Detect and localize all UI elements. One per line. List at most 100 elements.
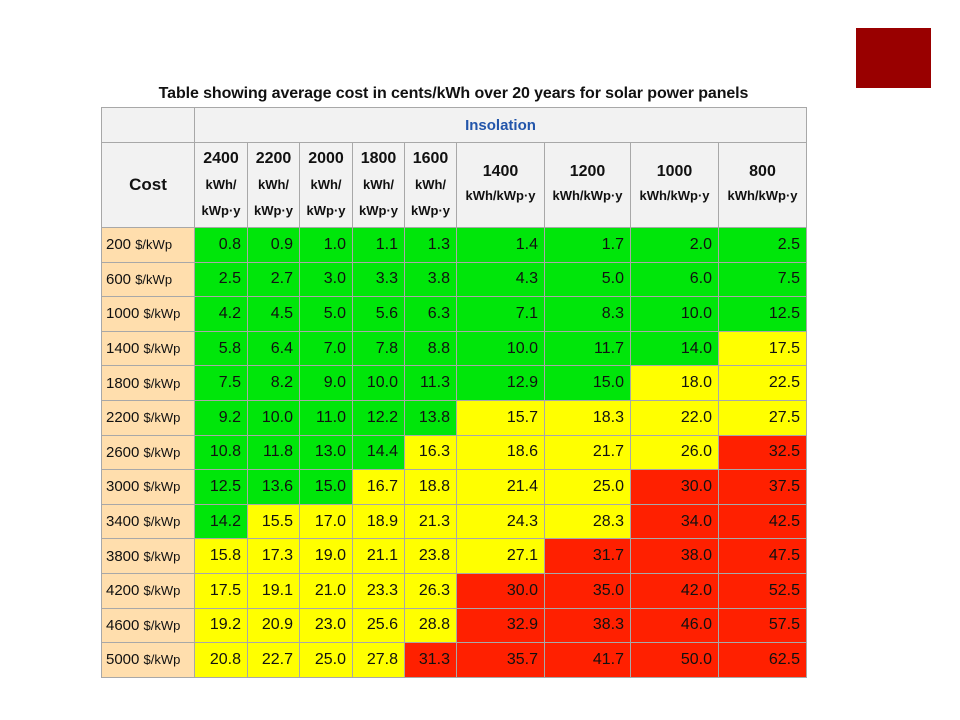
- table-cell: 10.0: [247, 399, 300, 436]
- table-cell: 16.7: [352, 469, 405, 505]
- column-header-2000: 2000 kWh/ kWp·y: [299, 142, 353, 228]
- table-cell: 26.0: [630, 434, 719, 471]
- table-cell: 14.2: [194, 503, 248, 540]
- cost-value: 3000: [106, 478, 140, 496]
- table-cell: 38.0: [630, 538, 719, 574]
- table-cell: 30.0: [630, 469, 719, 505]
- table-cell: 23.3: [352, 572, 405, 609]
- column-unit: kWh/: [310, 177, 342, 192]
- table-caption: Table showing average cost in cents/kWh …: [158, 85, 749, 102]
- table-cell: 3.0: [299, 261, 353, 298]
- cost-value: 1000: [106, 305, 140, 323]
- cost-value: 200: [106, 236, 132, 254]
- table-body: 200 $/kWp 0.8 0.9 1.0 1.1 1.3 1.4 1.7 2.0 2.5 600 …: [101, 227, 807, 678]
- table-cell: 15.7: [456, 399, 545, 436]
- table-cell: 1.7: [544, 227, 631, 263]
- table-cell: 22.7: [247, 642, 300, 678]
- cost-unit: $/kWp: [143, 375, 181, 391]
- column-unit: kWh/: [414, 177, 447, 192]
- column-unit: kWh/: [362, 177, 395, 192]
- table-cell: 2.5: [194, 261, 248, 298]
- table-cell: 2.5: [718, 227, 807, 263]
- table-cell: 27.5: [718, 399, 807, 436]
- cost-value: 2200: [106, 409, 140, 427]
- table-cell: 21.4: [456, 469, 545, 505]
- cost-value: 4600: [106, 616, 140, 634]
- column-unit: kWh/kWp·y: [639, 188, 710, 203]
- table-row: 1400 $/kWp 5.8 6.4 7.0 7.8 8.8 10.0 11.7 14.0 17.…: [101, 330, 807, 367]
- table-cell: 2.0: [630, 227, 719, 263]
- row-header-cost: 600 $/kWp: [101, 261, 195, 298]
- row-header-cost: 3400 $/kWp: [101, 503, 195, 540]
- table-cell: 14.4: [352, 434, 405, 471]
- table-cell: 4.3: [456, 261, 545, 298]
- column-value: 1400: [482, 163, 519, 180]
- table-row: 200 $/kWp 0.8 0.9 1.0 1.1 1.3 1.4 1.7 2.0 2.5: [101, 227, 807, 263]
- table-cell: 31.3: [404, 642, 457, 678]
- table-cell: 11.0: [299, 399, 353, 436]
- table-cell: 10.8: [194, 434, 248, 471]
- table-cell: 12.9: [456, 365, 545, 401]
- table-cell: 15.0: [544, 365, 631, 401]
- table-cell: 3.8: [404, 261, 457, 298]
- column-header-row: Cost 2400 kWh/ kWp·y 2200 kWh/ kWp·y 200…: [101, 142, 807, 228]
- table-cell: 34.0: [630, 503, 719, 540]
- cost-value: 1400: [106, 340, 140, 358]
- table-cell: 0.9: [247, 227, 300, 263]
- cost-unit: $/kWp: [143, 652, 181, 668]
- table-row: 600 $/kWp 2.5 2.7 3.0 3.3 3.8 4.3 5.0 6.0 7.5: [101, 261, 807, 298]
- column-unit: kWh/kWp·y: [552, 188, 623, 203]
- cost-unit: $/kWp: [143, 306, 181, 322]
- table-cell: 5.0: [544, 261, 631, 298]
- table-cell: 7.5: [194, 365, 248, 401]
- table-row: 3800 $/kWp 15.8 17.3 19.0 21.1 23.8 27.1 31.7 38…: [101, 538, 807, 574]
- cost-value: 600: [106, 270, 132, 288]
- column-header-800: 800 kWh/kWp·y: [718, 142, 807, 228]
- table-cell: 35.0: [544, 572, 631, 609]
- table-cell: 27.1: [456, 538, 545, 574]
- table-cell: 27.8: [352, 642, 405, 678]
- cost-value: 3400: [106, 513, 140, 531]
- table-cell: 6.0: [630, 261, 719, 298]
- table-cell: 20.8: [194, 642, 248, 678]
- table-cell: 19.1: [247, 572, 300, 609]
- table-cell: 21.3: [404, 503, 457, 540]
- table-row: 3000 $/kWp 12.5 13.6 15.0 16.7 18.8 21.4 25.0 30…: [101, 469, 807, 505]
- table-cell: 25.0: [299, 642, 353, 678]
- table-cell: 42.0: [630, 572, 719, 609]
- row-header-cost: 2200 $/kWp: [101, 399, 195, 436]
- table-cell: 7.1: [456, 296, 545, 332]
- corner-cell: [101, 107, 195, 143]
- table-cell: 21.7: [544, 434, 631, 471]
- table-cell: 22.5: [718, 365, 807, 401]
- table-cell: 52.5: [718, 572, 807, 609]
- table-cell: 32.9: [456, 607, 545, 644]
- decorative-red-square: [856, 28, 931, 88]
- column-header-1000: 1000 kWh/kWp·y: [630, 142, 719, 228]
- column-header-1200: 1200 kWh/kWp·y: [544, 142, 631, 228]
- table-cell: 37.5: [718, 469, 807, 505]
- table-cell: 21.0: [299, 572, 353, 609]
- table-cell: 30.0: [456, 572, 545, 609]
- table-row: 4600 $/kWp 19.2 20.9 23.0 25.6 28.8 32.9 38.3 46…: [101, 607, 807, 644]
- row-header-cost: 1800 $/kWp: [101, 365, 195, 401]
- table-cell: 15.5: [247, 503, 300, 540]
- column-header-2200: 2200 kWh/ kWp·y: [247, 142, 300, 228]
- table-cell: 16.3: [404, 434, 457, 471]
- row-header-cost: 4200 $/kWp: [101, 572, 195, 609]
- table-cell: 8.8: [404, 330, 457, 367]
- column-unit: kWp·y: [254, 203, 293, 218]
- table-cell: 10.0: [352, 365, 405, 401]
- table-cell: 17.0: [299, 503, 353, 540]
- row-header-cost: 1400 $/kWp: [101, 330, 195, 367]
- table-cell: 38.3: [544, 607, 631, 644]
- table-cell: 9.2: [194, 399, 248, 436]
- table-cell: 24.3: [456, 503, 545, 540]
- column-value: 1200: [569, 163, 606, 180]
- column-value: 800: [749, 163, 776, 180]
- table-cell: 5.8: [194, 330, 248, 367]
- column-value: 2400: [203, 150, 239, 167]
- cost-unit: $/kWp: [135, 237, 173, 253]
- column-unit: kWp·y: [359, 203, 398, 218]
- table-cell: 15.0: [299, 469, 353, 505]
